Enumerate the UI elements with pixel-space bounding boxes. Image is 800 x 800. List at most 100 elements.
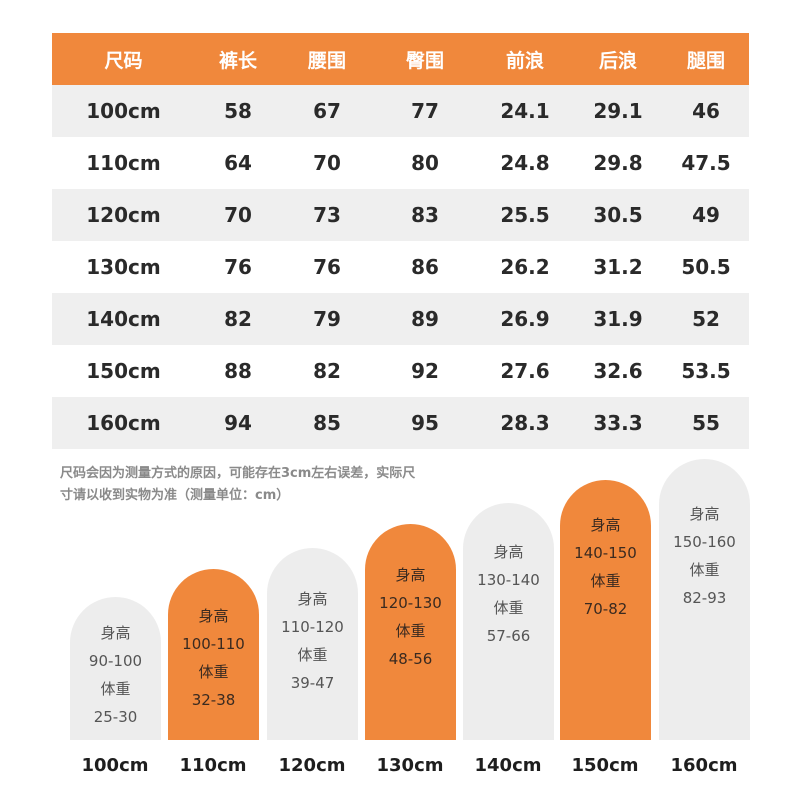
- table-cell: 120cm: [86, 203, 161, 227]
- height-range: 100-110: [182, 635, 245, 653]
- height-label: 身高: [689, 505, 720, 523]
- table-row: 140cm 82 79 89 26.9 31.9 52: [52, 293, 749, 345]
- bar-size-label: 130cm: [376, 755, 444, 776]
- table-cell: 76: [313, 255, 341, 279]
- weight-range: 39-47: [290, 674, 335, 692]
- table-cell: 160cm: [86, 411, 161, 435]
- table-row: 150cm 88 82 92 27.6 32.6 53.5: [52, 345, 749, 397]
- table-cell: 86: [411, 255, 439, 279]
- bar-size-label: 100cm: [81, 755, 149, 776]
- table-cell: 27.6: [500, 359, 550, 383]
- header-size: 尺码: [104, 49, 143, 72]
- table-cell: 150cm: [86, 359, 161, 383]
- height-label: 身高: [100, 624, 131, 642]
- weight-range: 25-30: [93, 708, 138, 726]
- weight-label: 体重: [689, 561, 720, 579]
- table-cell: 26.9: [500, 307, 550, 331]
- table-row: 160cm 94 85 95 28.3 33.3 55: [52, 397, 749, 449]
- table-header-row: 尺码 裤长 腰围 臀围 前浪 后浪 腿围: [52, 33, 749, 85]
- height-label: 身高: [493, 543, 524, 561]
- table-cell: 83: [411, 203, 439, 227]
- header-back-rise: 后浪: [598, 49, 637, 72]
- table-cell: 130cm: [86, 255, 161, 279]
- table-cell: 85: [313, 411, 341, 435]
- table-cell: 92: [411, 359, 439, 383]
- height-label: 身高: [395, 566, 426, 584]
- table-cell: 29.8: [593, 151, 643, 175]
- weight-label: 体重: [395, 622, 426, 640]
- table-cell: 79: [313, 307, 341, 331]
- table-cell: 24.8: [500, 151, 550, 175]
- table-cell: 30.5: [593, 203, 643, 227]
- height-range: 150-160: [673, 533, 736, 551]
- table-cell: 73: [313, 203, 341, 227]
- table-cell: 25.5: [500, 203, 550, 227]
- note-line: 寸请以收到实物为准（测量单位：cm）: [60, 488, 290, 503]
- table-cell: 70: [224, 203, 252, 227]
- height-range: 130-140: [477, 571, 540, 589]
- size-table: 尺码 裤长 腰围 臀围 前浪 后浪 腿围 100cm 58 67 77 24.1…: [52, 33, 749, 449]
- size-bar-100: 身高 90-100 体重 25-30: [70, 597, 161, 740]
- weight-label: 体重: [297, 646, 328, 664]
- table-cell: 50.5: [681, 255, 731, 279]
- table-cell: 46: [692, 99, 720, 123]
- bar-size-label: 150cm: [571, 755, 639, 776]
- table-cell: 26.2: [500, 255, 550, 279]
- header-hip: 臀围: [405, 49, 444, 72]
- size-bar-130: 身高 120-130 体重 48-56: [365, 524, 456, 740]
- weight-range: 70-82: [583, 600, 628, 618]
- table-cell: 58: [224, 99, 252, 123]
- table-cell: 52: [692, 307, 720, 331]
- size-bar-160: 身高 150-160 体重 82-93: [659, 459, 750, 740]
- bar-size-label: 110cm: [179, 755, 247, 776]
- table-row: 120cm 70 73 83 25.5 30.5 49: [52, 189, 749, 241]
- table-cell: 24.1: [500, 99, 550, 123]
- table-cell: 47.5: [681, 151, 731, 175]
- table-cell: 28.3: [500, 411, 550, 435]
- weight-range: 48-56: [388, 650, 433, 668]
- table-row: 100cm 58 67 77 24.1 29.1 46: [52, 85, 749, 137]
- height-range: 90-100: [88, 652, 143, 670]
- table-cell: 77: [411, 99, 439, 123]
- table-cell: 70: [313, 151, 341, 175]
- weight-label: 体重: [493, 599, 524, 617]
- weight-range: 57-66: [486, 627, 531, 645]
- table-cell: 110cm: [86, 151, 161, 175]
- table-cell: 89: [411, 307, 439, 331]
- weight-range: 82-93: [682, 589, 727, 607]
- height-range: 110-120: [281, 618, 344, 636]
- size-bar-110: 身高 100-110 体重 32-38: [168, 569, 259, 740]
- header-thigh: 腿围: [686, 49, 725, 72]
- height-label: 身高: [297, 590, 328, 608]
- table-cell: 67: [313, 99, 341, 123]
- table-cell: 95: [411, 411, 439, 435]
- height-label: 身高: [590, 516, 621, 534]
- height-label: 身高: [198, 607, 229, 625]
- table-cell: 29.1: [593, 99, 643, 123]
- table-cell: 55: [692, 411, 720, 435]
- size-bar-140: 身高 130-140 体重 57-66: [463, 503, 554, 740]
- table-cell: 140cm: [86, 307, 161, 331]
- table-cell: 94: [224, 411, 252, 435]
- measurement-note: 尺码会因为测量方式的原因，可能存在3cm左右误差，实际尺 寸请以收到实物为准（测…: [60, 463, 500, 507]
- weight-label: 体重: [590, 572, 621, 590]
- weight-range: 32-38: [191, 691, 236, 709]
- size-bar-120: 身高 110-120 体重 39-47: [267, 548, 358, 740]
- header-front-rise: 前浪: [505, 49, 544, 72]
- table-cell: 88: [224, 359, 252, 383]
- table-cell: 32.6: [593, 359, 643, 383]
- size-bar-150: 身高 140-150 体重 70-82: [560, 480, 651, 740]
- table-row: 130cm 76 76 86 26.2 31.2 50.5: [52, 241, 749, 293]
- table-cell: 82: [313, 359, 341, 383]
- table-cell: 76: [224, 255, 252, 279]
- table-cell: 100cm: [86, 99, 161, 123]
- bar-size-label: 160cm: [670, 755, 738, 776]
- header-pants-length: 裤长: [218, 49, 257, 72]
- table-cell: 33.3: [593, 411, 643, 435]
- header-waist: 腰围: [307, 49, 346, 72]
- bar-size-label: 140cm: [474, 755, 542, 776]
- table-cell: 49: [692, 203, 720, 227]
- table-row: 110cm 64 70 80 24.8 29.8 47.5: [52, 137, 749, 189]
- table-cell: 82: [224, 307, 252, 331]
- table-cell: 31.9: [593, 307, 643, 331]
